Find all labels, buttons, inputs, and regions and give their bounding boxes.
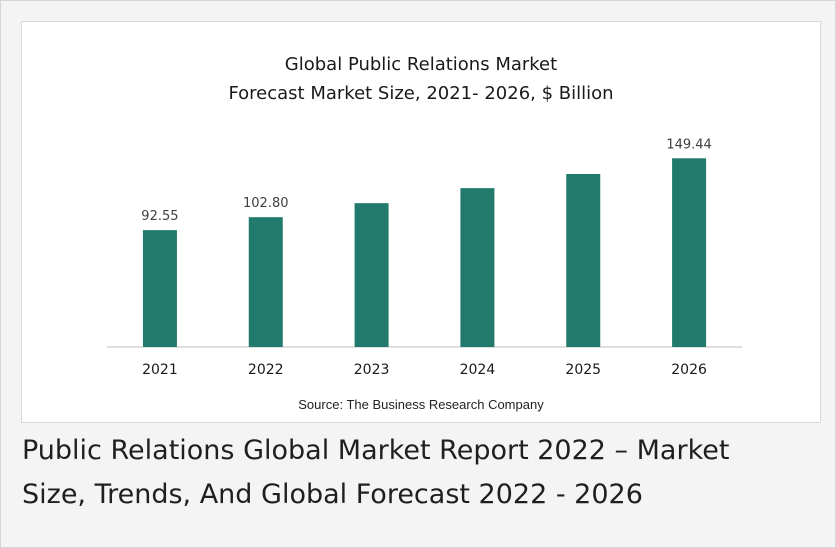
x-tick-label-2024: 2024 (460, 362, 496, 378)
report-title-line-1: Public Relations Global Market Report 20… (22, 435, 730, 466)
x-tick-label-2021: 2021 (142, 362, 178, 378)
chart-container: Global Public Relations Market Forecast … (21, 21, 821, 423)
bar-2024 (460, 188, 495, 347)
chart-source: Source: The Business Research Company (298, 397, 544, 412)
bar-chart: 2021 92.55 2022 102.80 2023 2024 2025 2026 149.4… (107, 137, 742, 378)
data-label-2026: 149.44 (666, 137, 712, 152)
bar-2025 (566, 173, 601, 347)
report-title[interactable]: Public Relations Global Market Report 20… (22, 429, 822, 517)
chart-title: Global Public Relations Market (284, 54, 558, 75)
report-title-line-2: Size, Trends, And Global Forecast 2022 -… (22, 479, 643, 510)
chart-subtitle: Forecast Market Size, 2021- 2026, $ Bill… (228, 83, 614, 104)
data-label-2022: 102.80 (243, 196, 289, 211)
x-tick-label-2025: 2025 (565, 362, 601, 378)
x-tick-label-2022: 2022 (248, 362, 284, 378)
bar-2022 (248, 217, 283, 347)
bar-2026 (672, 158, 707, 347)
x-tick-label-2026: 2026 (671, 362, 707, 378)
bar-2021 (142, 230, 177, 347)
data-label-2021: 92.55 (141, 209, 178, 224)
x-tick-label-2023: 2023 (354, 362, 390, 378)
bar-2023 (354, 203, 389, 347)
